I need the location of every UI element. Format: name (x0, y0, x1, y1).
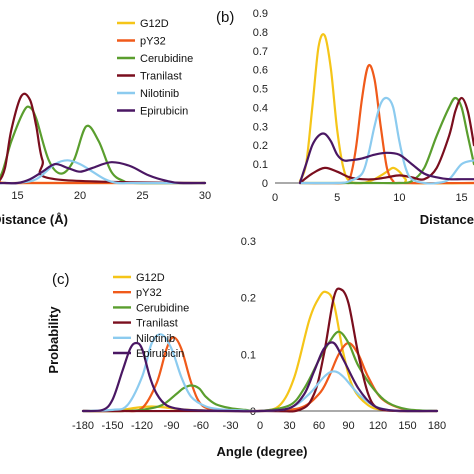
x-tick-label: 15 (11, 190, 23, 202)
legend-label: Nilotinib (136, 333, 175, 345)
y-tick-label: 0.1 (253, 159, 268, 171)
x-tick-label: -180 (72, 420, 94, 432)
x-tick-label: 30 (283, 420, 295, 432)
x-tick-label: -30 (223, 420, 239, 432)
panel-label: (c) (52, 271, 70, 288)
legend-label: Nilotinib (140, 88, 179, 100)
x-tick-label: -150 (101, 420, 123, 432)
y-tick-label: 0 (262, 178, 268, 190)
y-tick-label: 0.7 (253, 46, 268, 58)
series-line-epirubicin (298, 132, 474, 185)
series-line-py32 (0, 180, 207, 185)
panel-b: 0 5 10 15 0 0.1 0.2 0.3 0.4 0.5 0.6 0.7 0.8 0.9 (b) Dis… (216, 8, 474, 227)
y-tick-label: 0.6 (253, 65, 268, 77)
legend-label: G12D (136, 272, 165, 284)
x-tick-label: 30 (199, 190, 211, 202)
y-tick-label: 0.5 (253, 84, 268, 96)
x-tick-label: 120 (369, 420, 387, 432)
x-tick-label: 90 (342, 420, 354, 432)
x-tick-label: 60 (313, 420, 325, 432)
x-tick-label: -120 (131, 420, 153, 432)
series-line-tranilast (298, 96, 474, 185)
legend-label: Epirubicin (136, 348, 184, 360)
y-tick-label: 0.4 (253, 102, 268, 114)
y-tick-label: 0.2 (253, 140, 268, 152)
legend-label: Cerubidine (140, 53, 193, 65)
x-tick-label: 0 (257, 420, 263, 432)
series-line-epirubicin (0, 161, 207, 185)
x-tick-label: 10 (393, 192, 405, 204)
legend-label: G12D (140, 18, 169, 30)
series-line-g12d (81, 290, 439, 413)
legend-label: Tranilast (136, 318, 178, 330)
y-tick-label: 0.3 (241, 236, 256, 248)
legend-label: Tranilast (140, 71, 182, 83)
series-line-cerubidine (0, 105, 207, 185)
x-axis-label: Distance (420, 212, 474, 227)
x-tick-label: 0 (272, 192, 278, 204)
series-line-py32 (298, 64, 474, 185)
panel-c: -180 -150 -120 -90 -60 -30 0 30 60 90 120 150 18000.… (46, 236, 446, 459)
x-tick-label: -60 (193, 420, 209, 432)
y-tick-label: 0.1 (241, 349, 256, 361)
panel-a: 15 20 25 30 Distance (Å) G12D pY32 Cerubidine Tr… (0, 18, 211, 227)
x-tick-label: 180 (428, 420, 446, 432)
x-tick-label: 150 (398, 420, 416, 432)
x-tick-label: -90 (164, 420, 180, 432)
legend-label: pY32 (140, 36, 166, 48)
x-axis-label: Angle (degree) (216, 444, 307, 459)
series-line-epirubicin (81, 341, 439, 413)
legend: G12D pY32 Cerubidine Tranilast Nilotinib Epir… (117, 18, 193, 118)
panel-label: (b) (216, 9, 234, 26)
series-line-cerubidine (298, 96, 474, 185)
legend: G12D pY32 Cerubidine Tranilast Nilotinib Epir… (113, 272, 189, 360)
y-tick-label: 0.2 (241, 293, 256, 305)
series-line-g12d (0, 181, 207, 185)
series-line-nilotinib (0, 159, 207, 185)
x-tick-label: 15 (455, 192, 467, 204)
legend-label: Cerubidine (136, 302, 189, 314)
legend-label: pY32 (136, 287, 162, 299)
legend-label: Epirubicin (140, 106, 188, 118)
y-tick-label: 0.8 (253, 27, 268, 39)
x-tick-label: 20 (74, 190, 86, 202)
y-tick-label: 0.9 (253, 8, 268, 20)
series-line-tranilast (0, 92, 207, 185)
x-tick-label: 25 (136, 190, 148, 202)
y-tick-label: 0.3 (253, 121, 268, 133)
y-axis-label: Probability (46, 306, 61, 374)
x-tick-label: 5 (334, 192, 340, 204)
series-line-nilotinib (298, 96, 474, 185)
x-axis-label: Distance (Å) (0, 212, 68, 227)
